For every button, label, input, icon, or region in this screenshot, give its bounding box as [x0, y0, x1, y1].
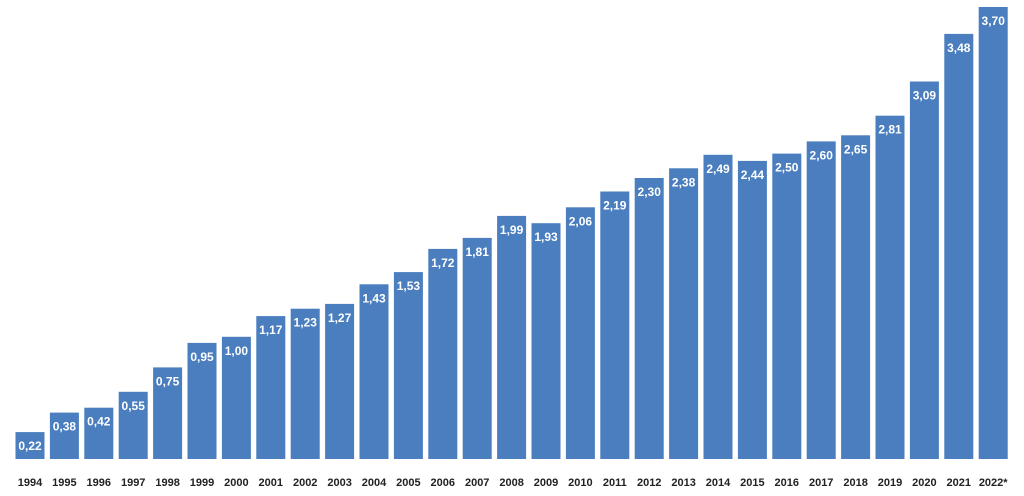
- bar-value-label: 0,75: [156, 374, 180, 388]
- x-tick-label: 2018: [843, 477, 867, 489]
- bar-2020: [909, 81, 939, 459]
- bar-value-label: 0,42: [87, 415, 111, 429]
- x-tick-label: 2013: [671, 477, 695, 489]
- bar-2009: [531, 223, 561, 459]
- x-tick-label: 2001: [259, 477, 283, 489]
- x-axis-ticks: 1994 1995 1996 1997 1998 1999 2000 2001 2002 2003…: [18, 477, 1009, 489]
- bar-1994: [15, 432, 45, 459]
- bar-1997: [118, 391, 148, 459]
- x-tick-label: 1996: [87, 477, 111, 489]
- bar-value-label: 1,27: [328, 311, 352, 325]
- x-tick-label: 2002: [293, 477, 317, 489]
- bar-2019: [875, 115, 905, 459]
- bar-2016: [772, 153, 802, 459]
- bar-2012: [634, 178, 664, 459]
- bar-value-label: 2,65: [844, 142, 868, 156]
- bar-value-label: 0,95: [190, 350, 214, 364]
- bar-value-label: 0,55: [122, 399, 146, 413]
- x-tick-label: 2004: [362, 477, 387, 489]
- bar-1995: [49, 412, 79, 459]
- bar-2007: [462, 237, 492, 459]
- bar-2011: [600, 191, 630, 459]
- x-tick-label: 2003: [327, 477, 351, 489]
- bars-group: 0,22 0,38 0,42 0,55 0,75 0,95 1,00 1,17 1,23 1,27…: [15, 7, 1008, 460]
- bar-2021: [944, 33, 974, 460]
- bar-value-label: 2,30: [638, 185, 662, 199]
- bar-2010: [565, 207, 595, 459]
- x-tick-label: 2005: [396, 477, 420, 489]
- x-tick-label: 2009: [534, 477, 558, 489]
- x-tick-label: 2010: [568, 477, 592, 489]
- bar-1996: [84, 407, 114, 459]
- bar-value-label: 2,49: [706, 162, 730, 176]
- bar-2004: [359, 284, 389, 459]
- bar-value-label: 3,09: [913, 89, 937, 103]
- x-tick-label: 2016: [775, 477, 799, 489]
- bar-value-label: 1,53: [397, 279, 421, 293]
- x-tick-label: 2020: [912, 477, 936, 489]
- x-tick-label: 1997: [121, 477, 145, 489]
- bar-2014: [703, 154, 733, 460]
- x-tick-label: 1998: [155, 477, 179, 489]
- bar-value-label: 2,44: [741, 168, 765, 182]
- x-tick-label: 2007: [465, 477, 489, 489]
- x-tick-label: 1994: [18, 477, 43, 489]
- bar-value-label: 1,72: [431, 256, 455, 270]
- bar-value-label: 2,19: [603, 199, 627, 213]
- bar-value-label: 1,23: [294, 316, 318, 330]
- x-tick-label: 2011: [603, 477, 627, 489]
- bar-2003: [325, 303, 355, 459]
- x-tick-label: 2008: [499, 477, 523, 489]
- bar-2017: [806, 141, 836, 459]
- x-tick-label: 2019: [878, 477, 902, 489]
- bar-2018: [841, 135, 871, 460]
- bar-value-label: 0,22: [18, 439, 42, 453]
- bar-value-label: 1,17: [259, 323, 283, 337]
- x-tick-label: 2012: [637, 477, 661, 489]
- bar-2022*: [978, 7, 1008, 459]
- x-tick-label: 2000: [224, 477, 248, 489]
- bar-value-label: 2,50: [775, 161, 799, 175]
- bar-value-label: 1,81: [466, 245, 490, 259]
- x-tick-label: 2014: [706, 477, 731, 489]
- bar-2008: [497, 215, 527, 459]
- bar-2015: [737, 160, 767, 459]
- bar-value-label: 2,06: [569, 214, 593, 228]
- x-tick-label: 2017: [809, 477, 833, 489]
- x-tick-label: 2021: [947, 477, 971, 489]
- bar-value-label: 2,81: [878, 123, 902, 137]
- bar-value-label: 1,43: [362, 291, 386, 305]
- bar-2000: [221, 336, 251, 459]
- bar-2005: [393, 272, 423, 459]
- bar-value-label: 1,00: [225, 344, 249, 358]
- x-tick-label: 1995: [52, 477, 76, 489]
- bar-1999: [187, 342, 217, 459]
- bar-value-label: 1,93: [534, 230, 558, 244]
- x-tick-label: 2015: [740, 477, 764, 489]
- bar-2001: [256, 316, 286, 459]
- bar-2013: [669, 168, 699, 460]
- x-tick-label: 2006: [431, 477, 455, 489]
- bar-value-label: 2,38: [672, 175, 696, 189]
- x-tick-label: 1999: [190, 477, 214, 489]
- bar-value-label: 1,99: [500, 223, 524, 237]
- bar-value-label: 0,38: [53, 420, 77, 434]
- bar-value-label: 3,48: [947, 41, 971, 55]
- bar-2006: [428, 248, 458, 459]
- x-tick-label: 2022*: [979, 477, 1008, 489]
- bar-value-label: 2,60: [810, 148, 834, 162]
- bar-1998: [153, 367, 183, 459]
- bar-2002: [290, 308, 320, 459]
- bar-value-label: 3,70: [982, 14, 1006, 28]
